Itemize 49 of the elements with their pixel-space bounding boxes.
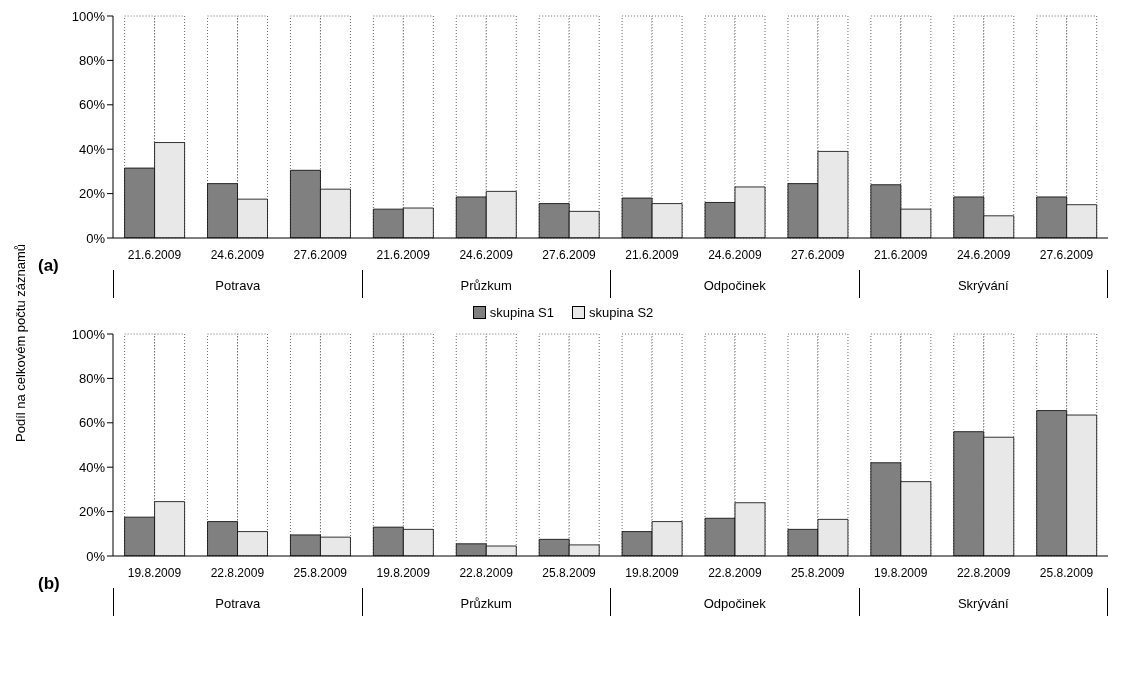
- y-tick-label: 80%: [78, 53, 106, 69]
- text: (b): [38, 574, 60, 594]
- y-tick-label: 60%: [78, 415, 106, 431]
- x-tick-label: 21.6.2009: [127, 247, 182, 262]
- y-tick-label: 80%: [78, 371, 106, 387]
- x-tick-label: 22.8.2009: [459, 565, 514, 580]
- text: (a): [38, 256, 59, 276]
- x-tick-label: 25.8.2009: [542, 565, 597, 580]
- y-tick-label: 60%: [78, 97, 106, 113]
- y-tick-label: 40%: [78, 141, 106, 157]
- y-tick-label: 40%: [78, 459, 106, 475]
- text: Odpočinek: [610, 270, 859, 298]
- x-tick-label: 27.6.2009: [791, 247, 845, 262]
- legend-label: skupina S1: [488, 304, 554, 320]
- text: Potrava: [113, 270, 362, 298]
- y-tick-label: 0%: [86, 230, 106, 246]
- x-tick-label: 21.6.2009: [376, 247, 431, 262]
- x-tick-label: 19.8.2009: [127, 565, 182, 580]
- legend-label: skupina S2: [588, 304, 654, 320]
- x-tick-label: 27.6.2009: [542, 247, 597, 262]
- x-tick-label: 19.8.2009: [874, 565, 928, 580]
- x-tick-label: 22.8.2009: [956, 565, 1011, 580]
- text: Odpočinek: [610, 588, 859, 616]
- text: Potrava: [113, 588, 362, 616]
- y-tick-label: 100%: [71, 326, 106, 342]
- x-tick-label: 27.6.2009: [293, 247, 348, 262]
- text: Průzkum: [361, 588, 610, 616]
- x-tick-label: 19.8.2009: [376, 565, 431, 580]
- text: Průzkum: [361, 270, 610, 298]
- x-tick-label: 25.8.2009: [791, 565, 845, 580]
- x-tick-label: 22.8.2009: [210, 565, 265, 580]
- x-tick-label: 24.6.2009: [459, 247, 514, 262]
- y-tick-label: 100%: [71, 8, 106, 24]
- y-tick-label: 20%: [78, 186, 106, 202]
- text: Skrývání: [858, 588, 1108, 616]
- y-tick-label: 20%: [78, 504, 106, 520]
- x-tick-label: 25.8.2009: [293, 565, 348, 580]
- x-tick-label: 24.6.2009: [956, 247, 1011, 262]
- x-tick-label: 24.6.2009: [210, 247, 265, 262]
- x-tick-label: 21.6.2009: [625, 247, 679, 262]
- x-tick-label: 24.6.2009: [708, 247, 762, 262]
- x-tick-label: 19.8.2009: [625, 565, 679, 580]
- x-tick-label: 25.8.2009: [1039, 565, 1094, 580]
- x-tick-label: 21.6.2009: [874, 247, 928, 262]
- x-tick-label: 22.8.2009: [708, 565, 762, 580]
- y-axis-title: Podíl na celkovém počtu záznamů: [12, 244, 28, 442]
- y-tick-label: 0%: [86, 548, 106, 564]
- x-tick-label: 27.6.2009: [1039, 247, 1094, 262]
- text: Skrývání: [858, 270, 1108, 298]
